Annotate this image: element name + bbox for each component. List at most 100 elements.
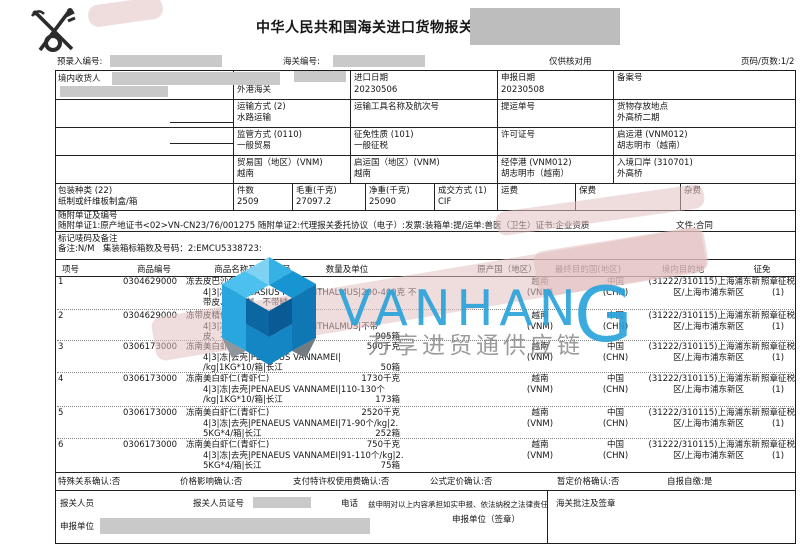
duty-mode: 照章征税 bbox=[761, 408, 796, 418]
goods-spec: 4|3|冻|去壳|PENAEUS VANNAMEI|110-130个 bbox=[203, 384, 385, 395]
redaction-block bbox=[333, 55, 425, 67]
origin-country: 越南 bbox=[531, 408, 549, 418]
goods-spec: 4|3|冻|去壳|PENAEUS VANNAMEI|91-110个/kg|2. bbox=[203, 450, 404, 461]
domestic-dest: (31222/310115)上海浦东新 bbox=[648, 374, 760, 384]
pieces-value: 2509 bbox=[237, 197, 259, 207]
bill-no-label: 提运单号 bbox=[501, 102, 536, 112]
freight-label: 运费 bbox=[501, 186, 519, 196]
goods-spec: 4|3|冻|去壳|PENAEUS VANNAMEI|71-90个/kg|2. bbox=[203, 418, 399, 429]
redaction-block bbox=[112, 72, 280, 85]
goods-name: 冻南美白虾仁(青虾仁) bbox=[186, 440, 270, 450]
domestic-dest: (31222/310115)上海浦东新 bbox=[648, 408, 760, 418]
agent-id-label: 报关人员证号 bbox=[193, 499, 245, 509]
duty-mode: 照章征税 bbox=[761, 342, 796, 352]
agent-label: 报关人员 bbox=[60, 499, 95, 509]
duty-mode: 照章征税 bbox=[761, 311, 796, 321]
goods-name: 冻去皮巴沙鱼柳 bbox=[186, 277, 246, 287]
item-no: 4 bbox=[58, 374, 64, 384]
dest-country: 中国 bbox=[606, 440, 624, 450]
qty-box: 75箱 bbox=[380, 461, 400, 471]
marks-label: 标记唛码及备注 bbox=[58, 234, 118, 244]
goods-header-code: 商品编号 bbox=[136, 265, 171, 275]
goods-spec: /kg|1KG*10/箱|长江 bbox=[203, 395, 283, 405]
record-no-label: 备案号 bbox=[617, 73, 643, 83]
hs-code: 0306173000 bbox=[123, 342, 178, 352]
form-border bbox=[55, 70, 796, 544]
item-no: 2 bbox=[58, 311, 64, 321]
domestic-dest: 区/上海市浦东新区 bbox=[673, 450, 744, 461]
hs-code: 0306173000 bbox=[123, 408, 178, 418]
redaction-block bbox=[100, 518, 370, 534]
check-only-note: 仅供核对用 bbox=[549, 57, 592, 67]
duty-code: (1) bbox=[771, 352, 785, 363]
redaction-block bbox=[253, 497, 311, 508]
qty-box: 173箱 bbox=[375, 395, 400, 405]
duty-mode: 照章征税 bbox=[761, 374, 796, 384]
levy-nature-label: 征免性质 (101) bbox=[354, 130, 414, 140]
entry-port-value: 外高桥 bbox=[617, 169, 643, 179]
page-title: 中华人民共和国海关进口货物报关单 bbox=[256, 20, 488, 36]
goods-name: 冻南美白虾仁(青虾仁) bbox=[186, 408, 270, 418]
origin-country: 越南 bbox=[531, 311, 549, 321]
trade-mode-value: 一般贸易 bbox=[237, 141, 272, 151]
levy-nature-value: 一般征税 bbox=[354, 141, 389, 151]
transport-mode-value: 水路运输 bbox=[237, 113, 272, 123]
origin-code: (VNM) bbox=[526, 384, 554, 395]
net-weight-label: 净重(千克) bbox=[369, 186, 410, 196]
dest-code: (CHN) bbox=[602, 321, 629, 332]
domestic-dest: (31222/310115)上海浦东新 bbox=[648, 342, 760, 352]
qty-box: 50箱 bbox=[380, 363, 400, 373]
docs-text: 随附单证1:原产地证书<02>VN-CN23/76/001275 随附单证2:代… bbox=[58, 221, 590, 231]
goods-row-6: 6 0306173000 冻南美白虾仁(青虾仁) 4|3|冻|去壳|PENAEU… bbox=[55, 440, 795, 473]
preentry-no-label: 预录入编号: bbox=[57, 57, 103, 67]
domestic-dest: (31222/310115)上海浦东新 bbox=[648, 311, 760, 321]
vessel-label: 运输工具名称及航次号 bbox=[354, 102, 440, 112]
duty-code: (1) bbox=[771, 321, 785, 332]
domestic-dest: 区/上海市浦东新区 bbox=[673, 352, 744, 363]
item-no: 5 bbox=[58, 408, 64, 418]
goods-header-qty: 数量及单位 bbox=[325, 265, 369, 275]
domestic-dest: 区/上海市浦东新区 bbox=[673, 287, 744, 298]
goods-row-5: 5 0306173000 冻南美白虾仁(青虾仁) 4|3|冻|去壳|PENAEU… bbox=[55, 408, 795, 441]
dest-code: (CHN) bbox=[602, 352, 629, 363]
item-no: 6 bbox=[58, 440, 64, 450]
redaction-smear bbox=[86, 0, 165, 29]
customs-emblem-icon bbox=[31, 8, 76, 52]
departure-country-value: 越南 bbox=[354, 169, 372, 179]
dest-code: (CHN) bbox=[602, 384, 629, 395]
incoterm-value: CIF bbox=[438, 197, 452, 207]
net-weight-value: 25090 bbox=[369, 197, 397, 207]
dest-code: (CHN) bbox=[602, 287, 629, 298]
transit-port-value: 胡志明市（越南） bbox=[501, 169, 570, 179]
origin-country: 越南 bbox=[531, 342, 549, 352]
trade-mode-label: 监管方式 (0110) bbox=[237, 130, 302, 140]
domestic-dest: 区/上海市浦东新区 bbox=[673, 321, 744, 332]
marks-value: 备注:N/M 集装箱标箱数及号码：2:EMCU5338723: bbox=[58, 244, 262, 254]
confirm-formula-pricing: 公式定价确认:否 bbox=[430, 477, 493, 487]
hs-code: 0304629000 bbox=[123, 277, 178, 287]
duty-mode: 照章征税 bbox=[761, 277, 796, 287]
confirm-provisional-price: 暂定价格确认:否 bbox=[557, 477, 620, 487]
dest-country: 中国 bbox=[606, 311, 624, 321]
goods-spec: 5KG*4/箱|长江 bbox=[203, 429, 262, 439]
gross-weight-value: 27097.2 bbox=[296, 197, 332, 207]
origin-country: 越南 bbox=[531, 374, 549, 384]
origin-code: (VNM) bbox=[526, 321, 554, 332]
declaration-statement: 兹申明对以上内容承担如实申报、依法纳税之法律责任 bbox=[368, 500, 548, 509]
goods-spec: /kg|1KG*10/箱|长江 bbox=[203, 363, 283, 373]
goods-spec: 4|3|冻|去壳|PENAEUS VANNAMEI| bbox=[203, 352, 341, 363]
qty-box: 252箱 bbox=[375, 429, 400, 439]
docs-label: 随附单证及编号 bbox=[58, 211, 118, 221]
transit-port-label: 经停港 (VNM012) bbox=[501, 158, 572, 168]
origin-code: (VNM) bbox=[526, 450, 554, 461]
dest-country: 中国 bbox=[606, 408, 624, 418]
page-number: 页码/页数:1/2 bbox=[741, 57, 795, 67]
trade-country-value: 越南 bbox=[237, 169, 255, 179]
goods-row-4: 4 0306173000 冻南美白虾仁(青虾仁) 4|3|冻|去壳|PENAEU… bbox=[55, 374, 795, 407]
goods-header-name-spec: 商品名称及规格型号 bbox=[214, 265, 291, 275]
transport-mode-label: 运输方式 (2) bbox=[237, 102, 286, 112]
domestic-dest: (31222/310115)上海浦东新 bbox=[648, 440, 760, 450]
pieces-label: 件数 bbox=[237, 186, 255, 196]
phone-label: 电话 bbox=[341, 499, 359, 509]
